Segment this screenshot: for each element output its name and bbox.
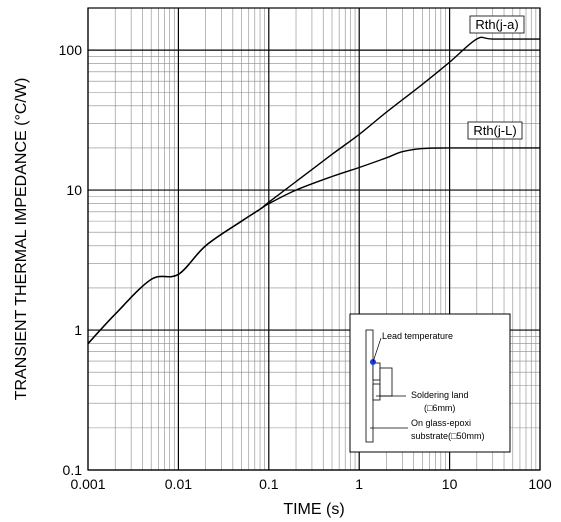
x-tick-label: 0.001 — [70, 476, 105, 492]
x-tick-label: 10 — [442, 476, 458, 492]
series-layer — [87, 36, 541, 345]
inset-label-substrate: On glass-epoxi — [411, 418, 471, 428]
x-tick-label: 0.01 — [165, 476, 192, 492]
soldering-land-upper — [372, 362, 381, 381]
inset-box — [349, 313, 511, 453]
y-tick-label: 0.1 — [63, 462, 83, 478]
soldering-land-lower — [372, 383, 381, 401]
x-tick-labels: 0.001 0.01 0.1 1 10 100 — [70, 476, 551, 492]
series-label-text-rth-ja: Rth(j-a) — [475, 17, 518, 32]
series-label-box-rth-jl — [467, 121, 523, 140]
y-tick-labels: 0.1 1 10 100 — [59, 42, 83, 478]
y-axis-title: TRANSIENT THERMAL IMPEDANCE (°C/W) — [13, 78, 30, 401]
x-axis-title: TIME (s) — [283, 501, 344, 518]
x-tick-label: 100 — [528, 476, 552, 492]
series-line-rth-jl — [87, 147, 541, 345]
substrate-board — [365, 329, 374, 443]
series-label-text-rth-jl: Rth(j-L) — [473, 123, 516, 138]
y-tick-label: 10 — [66, 182, 82, 198]
device-body — [379, 367, 393, 397]
series-label-box-rth-ja — [469, 15, 525, 34]
series-label-rth-jl: Rth(j-L) — [467, 121, 523, 140]
inset-label-substrate-size: substrate(□50mm) — [411, 431, 484, 441]
mounting-inset: Lead temperature Soldering land (□6mm) O… — [349, 313, 511, 453]
y-tick-label: 1 — [74, 322, 82, 338]
series-label-rth-ja: Rth(j-a) — [469, 15, 525, 34]
y-tick-label: 100 — [59, 42, 83, 58]
x-tick-label: 0.1 — [259, 476, 279, 492]
inset-label-lead-temperature: Lead temperature — [382, 331, 453, 341]
lead-temperature-leader — [372, 337, 382, 363]
inset-label-soldering-land-size: (□6mm) — [424, 403, 455, 413]
x-tick-label: 1 — [355, 476, 363, 492]
plot-frame — [87, 7, 541, 471]
inset-label-soldering-land: Soldering land — [411, 390, 469, 400]
